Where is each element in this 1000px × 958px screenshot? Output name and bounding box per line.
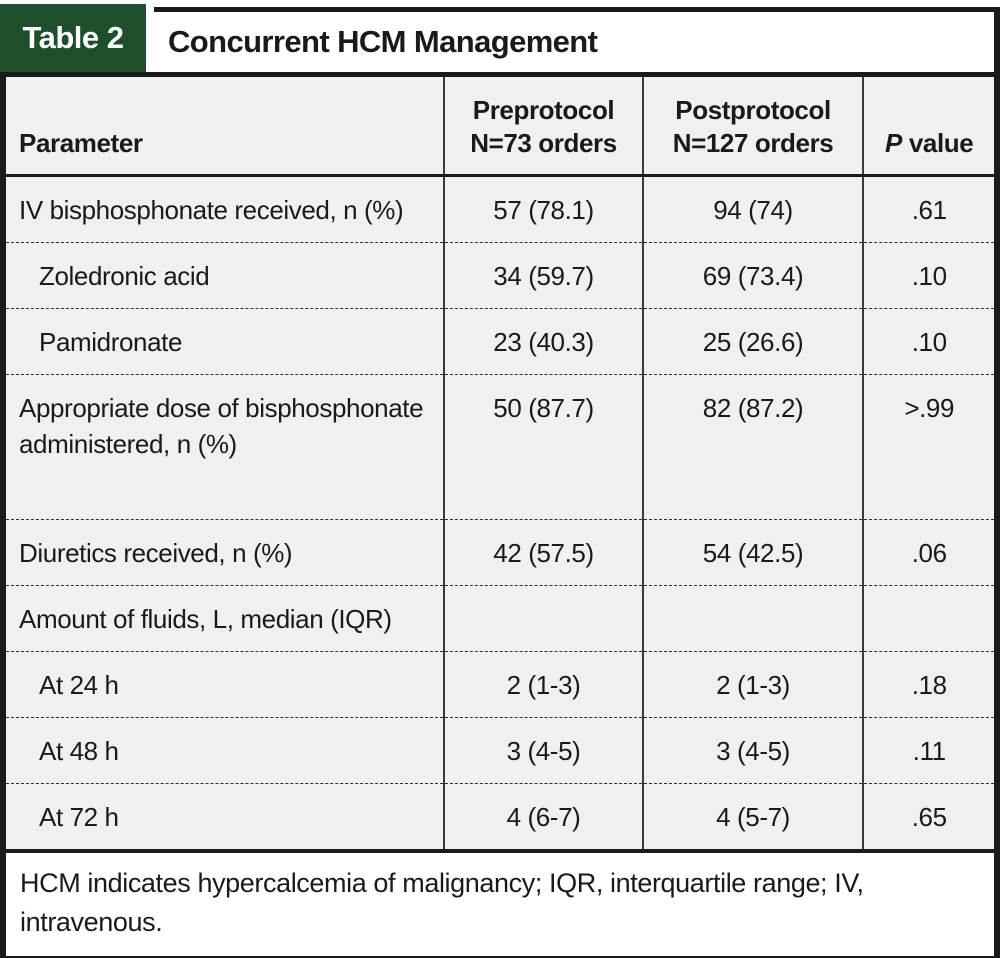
header-p-value: P value bbox=[862, 74, 997, 177]
row-label: Pamidronate bbox=[3, 308, 445, 375]
row-p-value: >.99 bbox=[862, 374, 997, 520]
row-preprotocol-value: 42 (57.5) bbox=[443, 519, 643, 586]
title-area: Concurrent HCM Management bbox=[154, 7, 1000, 72]
table-row: Pamidronate 23 (40.3) 25 (26.6) .10 bbox=[3, 308, 997, 375]
row-preprotocol-value: 3 (4-5) bbox=[443, 717, 643, 784]
table-title: Concurrent HCM Management bbox=[168, 24, 598, 59]
header-postprotocol-line2: N=127 orders bbox=[672, 128, 834, 158]
row-postprotocol-value bbox=[641, 585, 864, 652]
header-parameter: Parameter bbox=[3, 74, 445, 177]
row-p-value: .11 bbox=[862, 717, 997, 784]
row-p-value: .06 bbox=[862, 519, 997, 586]
header-postprotocol-line1: Postprotocol bbox=[675, 95, 831, 125]
row-preprotocol-value: 23 (40.3) bbox=[443, 308, 643, 375]
header-preprotocol-line2: N=73 orders bbox=[470, 128, 617, 158]
row-p-value: .10 bbox=[862, 308, 997, 375]
row-p-value: .10 bbox=[862, 242, 997, 309]
table-row: At 48 h 3 (4-5) 3 (4-5) .11 bbox=[3, 717, 997, 784]
row-preprotocol-value: 50 (87.7) bbox=[443, 374, 643, 520]
row-postprotocol-value: 94 (74) bbox=[641, 175, 864, 243]
row-label: At 72 h bbox=[3, 783, 445, 851]
table-row: Appropriate dose of bisphosphonate admin… bbox=[3, 374, 997, 520]
hcm-management-table: Parameter Preprotocol N=73 orders Postpr… bbox=[0, 72, 1000, 853]
table-row: At 72 h 4 (6-7) 4 (5-7) .65 bbox=[3, 783, 997, 851]
row-label: IV bisphosphonate received, n (%) bbox=[19, 195, 404, 225]
p-italic-label: P bbox=[885, 128, 902, 158]
table-number-label: Table 2 bbox=[22, 20, 124, 55]
table-row: At 24 h 2 (1-3) 2 (1-3) .18 bbox=[3, 651, 997, 718]
header-postprotocol: Postprotocol N=127 orders bbox=[641, 74, 864, 177]
row-preprotocol-value: 57 (78.1) bbox=[443, 175, 643, 243]
footnote-text: HCM indicates hypercalcemia of malignanc… bbox=[20, 868, 864, 937]
header-row: Parameter Preprotocol N=73 orders Postpr… bbox=[3, 74, 997, 177]
table-row: Zoledronic acid 34 (59.7) 69 (73.4) .10 bbox=[3, 242, 997, 309]
table-footnote: HCM indicates hypercalcemia of malignanc… bbox=[0, 853, 1000, 958]
row-p-value bbox=[862, 585, 997, 652]
row-label: Diuretics received, n (%) bbox=[3, 519, 445, 586]
row-preprotocol-value: 2 (1-3) bbox=[443, 651, 643, 718]
row-preprotocol-value: 34 (59.7) bbox=[443, 242, 643, 309]
row-label: At 48 h bbox=[3, 717, 445, 784]
row-preprotocol-value bbox=[443, 585, 643, 652]
row-label: Appropriate dose of bisphosphonate admin… bbox=[3, 374, 445, 520]
table-tab: Table 2 bbox=[0, 4, 146, 72]
row-postprotocol-value: 3 (4-5) bbox=[641, 717, 864, 784]
row-p-value: .61 bbox=[862, 175, 997, 243]
row-postprotocol-value: 25 (26.6) bbox=[641, 308, 864, 375]
table-row: Diuretics received, n (%) 42 (57.5) 54 (… bbox=[3, 519, 997, 586]
row-preprotocol-value: 4 (6-7) bbox=[443, 783, 643, 851]
row-p-value: .18 bbox=[862, 651, 997, 718]
table-row: Amount of fluids, L, median (IQR) bbox=[3, 585, 997, 652]
header-preprotocol-line1: Preprotocol bbox=[472, 95, 615, 125]
row-p-value: .65 bbox=[862, 783, 997, 851]
p-value-label: value bbox=[902, 128, 974, 158]
row-label: At 24 h bbox=[3, 651, 445, 718]
row-postprotocol-value: 54 (42.5) bbox=[641, 519, 864, 586]
row-label: Amount of fluids, L, median (IQR) bbox=[3, 585, 445, 652]
header-preprotocol: Preprotocol N=73 orders bbox=[443, 74, 643, 177]
row-label: Zoledronic acid bbox=[3, 242, 445, 309]
row-postprotocol-value: 82 (87.2) bbox=[641, 374, 864, 520]
title-bar: Table 2 Concurrent HCM Management bbox=[0, 0, 1000, 72]
table-row: IV bisphosphonate received, n (%) 57 (78… bbox=[3, 175, 997, 243]
row-postprotocol-value: 69 (73.4) bbox=[641, 242, 864, 309]
row-postprotocol-value: 4 (5-7) bbox=[641, 783, 864, 851]
row-postprotocol-value: 2 (1-3) bbox=[641, 651, 864, 718]
